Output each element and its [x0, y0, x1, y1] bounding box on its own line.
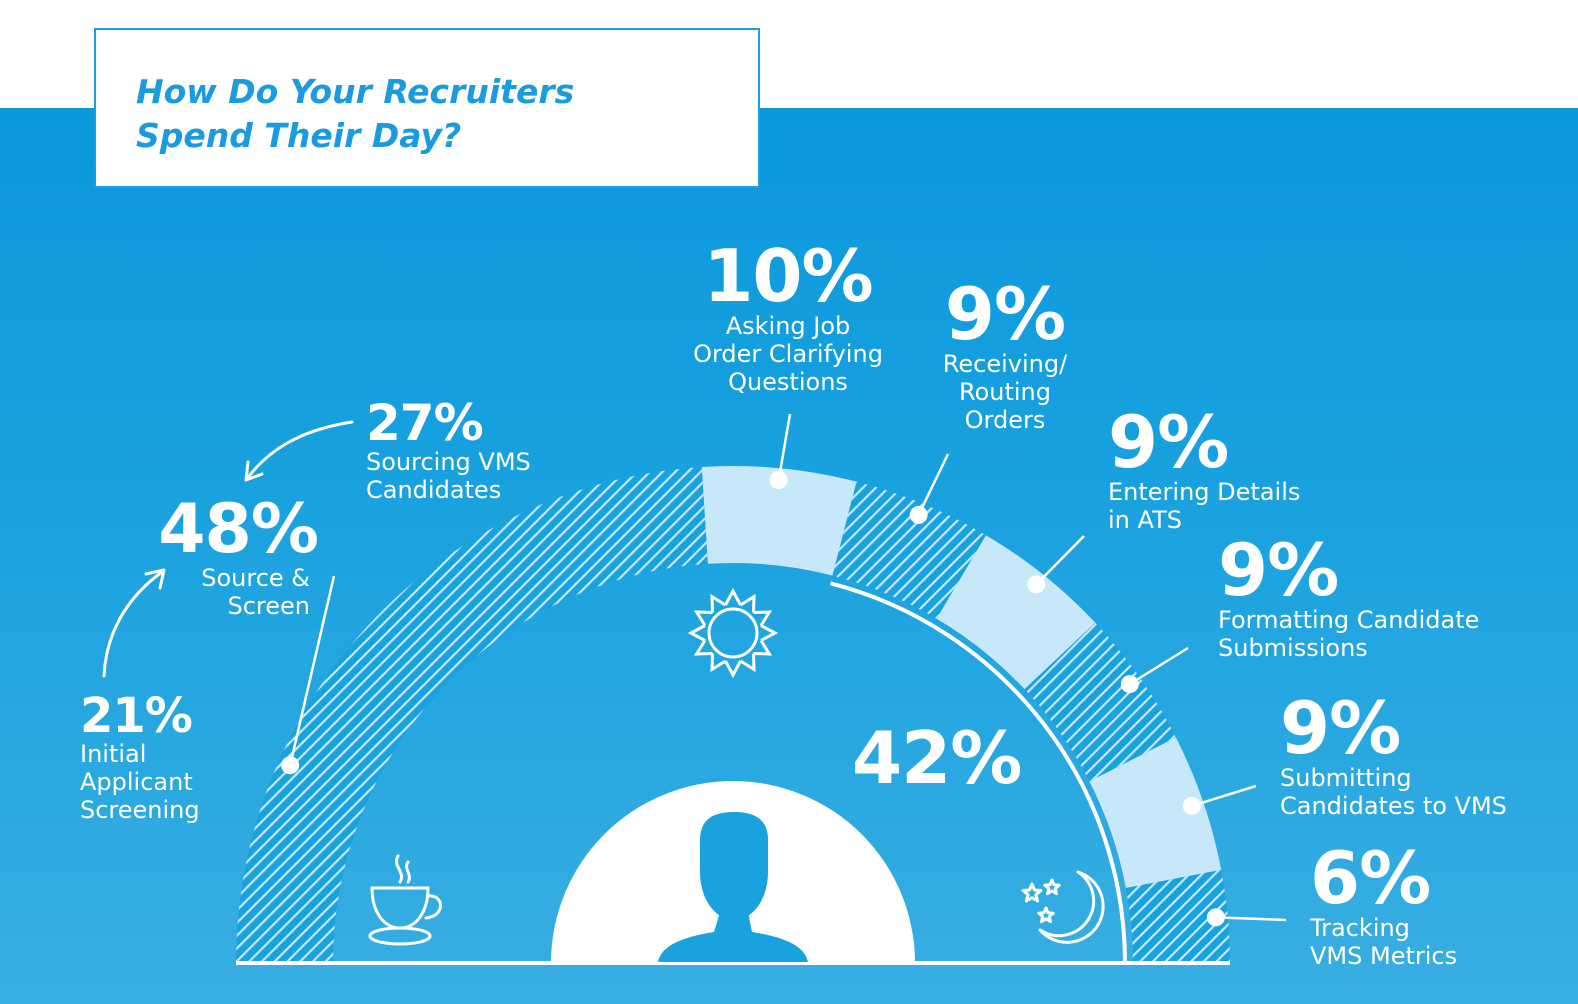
arrow-27-to-48: [244, 420, 354, 482]
segment-2: [701, 466, 857, 576]
label-submitting-vms: 9% Submitting Candidates to VMS: [1280, 692, 1560, 820]
value-48: 48%: [158, 490, 319, 569]
leader-dot-5: [1120, 675, 1139, 694]
segment-6: [1089, 737, 1222, 889]
segment-5: [1024, 622, 1176, 782]
text-sourcing-vms: Sourcing VMS Candidates: [366, 448, 531, 504]
value-9-entering: 9%: [1108, 400, 1229, 484]
leader-line-5: [1129, 646, 1189, 686]
leader-dot-1: [281, 756, 300, 775]
text-entering-details: Entering Details in ATS: [1108, 478, 1301, 534]
moon-stars-icon: [1021, 870, 1105, 944]
segment-4: [936, 535, 1096, 690]
group-divider-arc: [829, 581, 1127, 964]
leader-line-7: [1215, 916, 1287, 922]
value-9-submitting: 9%: [1280, 686, 1401, 770]
value-10: 10%: [703, 234, 873, 318]
text-formatting-submissions: Formatting Candidate Submissions: [1218, 606, 1480, 662]
leader-dot-2: [769, 471, 788, 490]
leader-dot-6: [1182, 796, 1201, 815]
label-source-screen: 48%: [138, 490, 319, 569]
label-entering-details: 9% Entering Details in ATS: [1108, 406, 1348, 534]
label-formatting-submissions: 9% Formatting Candidate Submissions: [1218, 534, 1538, 662]
value-6: 6%: [1310, 836, 1431, 920]
sun-icon: [687, 587, 779, 679]
text-source-screen: Source & Screen: [201, 564, 310, 620]
leader-line-2: [777, 413, 792, 481]
value-9-receiving: 9%: [944, 272, 1066, 356]
coffee-icon: [368, 854, 442, 946]
value-21: 21%: [80, 688, 193, 744]
person-silhouette-icon: [658, 812, 808, 962]
segment-initial-screening: [236, 658, 417, 963]
title-box: How Do Your Recruiters Spend Their Day?: [94, 28, 760, 188]
label-initial-screening: 21% Initial Applicant Screening: [80, 692, 300, 824]
label-admin-group: 42%: [852, 722, 1052, 794]
text-submitting-vms: Submitting Candidates to VMS: [1280, 764, 1507, 820]
arrowhead-27: [244, 460, 264, 482]
segment-1: [340, 466, 708, 718]
leader-line-3: [917, 453, 950, 516]
label-receiving-orders: 9% Receiving/ Routing Orders: [910, 278, 1100, 434]
leader-dot-7: [1206, 908, 1225, 927]
leader-dot-3: [909, 505, 928, 524]
leader-dot-4: [1027, 575, 1046, 594]
text-tracking-metrics: Tracking VMS Metrics: [1310, 914, 1458, 970]
text-initial-screening: Initial Applicant Screening: [80, 740, 200, 824]
label-asking-questions: 10% Asking Job Order Clarifying Question…: [668, 240, 908, 396]
leader-line-6: [1191, 784, 1257, 808]
arrowhead-21: [144, 568, 166, 590]
value-9-formatting: 9%: [1218, 528, 1339, 612]
label-tracking-metrics: 6% Tracking VMS Metrics: [1310, 842, 1550, 970]
segment-7: [1125, 869, 1230, 963]
chart-title: How Do Your Recruiters Spend Their Day?: [136, 72, 575, 155]
segment-3: [832, 481, 986, 619]
leader-line-4: [1035, 535, 1085, 586]
label-sourcing-vms: 27% Sourcing VMS Candidates: [366, 398, 626, 504]
arrow-21-to-48: [102, 570, 164, 678]
label-source-screen-text: Source & Screen: [170, 564, 310, 620]
text-receiving-orders: Receiving/ Routing Orders: [942, 350, 1068, 434]
leader-line-1: [288, 575, 336, 766]
text-asking-questions: Asking Job Order Clarifying Questions: [693, 312, 883, 396]
value-27: 27%: [366, 394, 484, 452]
value-42: 42%: [852, 716, 1022, 800]
